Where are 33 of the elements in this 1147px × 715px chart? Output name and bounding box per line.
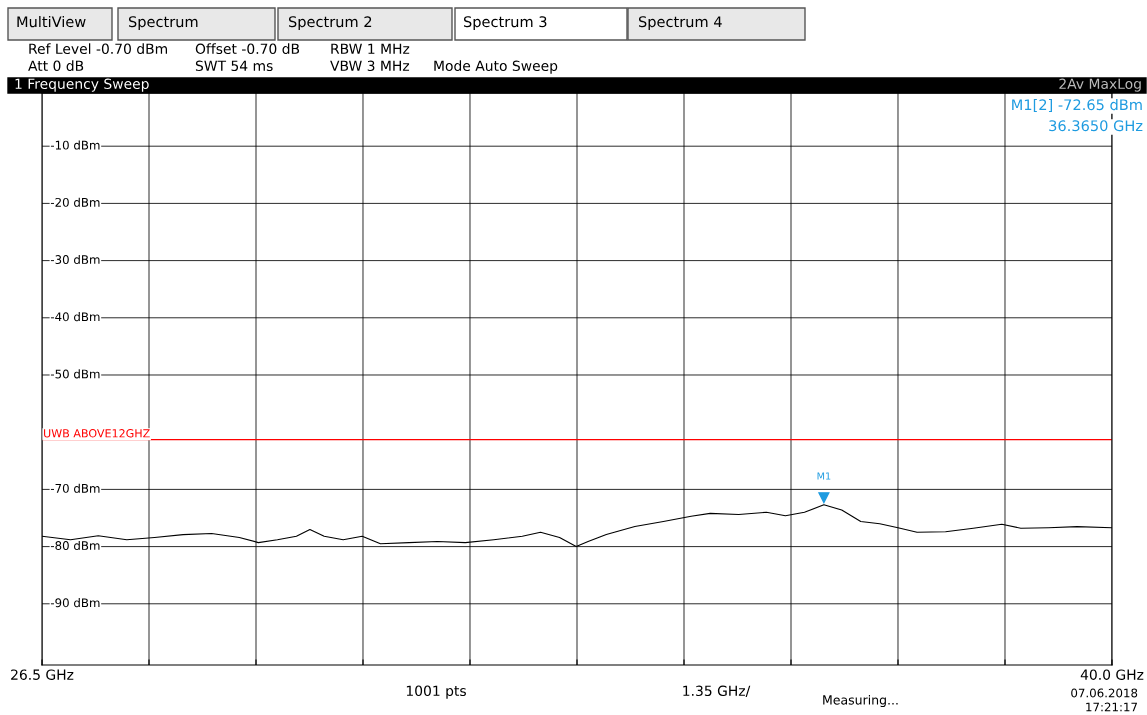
y-tick-label: -80 dBm [50, 540, 100, 551]
text: Mode Auto Sweep [434, 60, 558, 74]
text: Measuring... [823, 694, 898, 708]
text: SWT 54 ms [195, 60, 273, 72]
y-tick-label: -30 dBm [50, 254, 100, 265]
text: 2Av MaxLog [1059, 78, 1141, 92]
y-tick-label: -50 dBm [50, 369, 100, 379]
text: Spectrum 3 [463, 16, 547, 31]
text: 1001 pts [406, 685, 466, 699]
y-tick-label: -40 dBm [50, 312, 100, 322]
text: Spectrum 4 [638, 16, 722, 31]
y-tick-label: -20 dBm [50, 197, 100, 207]
y-tick-label: -10 dBm [50, 140, 100, 150]
text: MultiView [17, 15, 86, 28]
text: RBW 1 MHz [331, 43, 410, 54]
y-tick-label: -90 dBm [50, 598, 100, 608]
text: Offset -0.70 dB [195, 43, 300, 55]
y-tick-label: -70 dBm [50, 483, 100, 493]
text: Spectrum 2 [288, 16, 372, 31]
text: VBW 3 MHz [330, 60, 410, 72]
text: 17:21:17 [1086, 702, 1137, 712]
x-tick-label: 26.5 GHz [11, 669, 74, 680]
x-tick-label: 40.0 GHz [1080, 669, 1144, 680]
text: Spectrum [128, 16, 198, 31]
ref-line-label: UWB ABOVE12GHZ [44, 429, 150, 438]
text: Ref Level -0.70 dBm [29, 43, 167, 55]
annotation: M1 [817, 472, 831, 480]
text: Att 0 dB [28, 60, 84, 72]
annotation: M1[2] -72.65 dBm [1012, 98, 1142, 112]
chart-title: 1 Frequency Sweep [15, 78, 149, 92]
text: 07.06.2018 [1071, 688, 1138, 698]
text: 1.35 GHz/ [683, 685, 751, 698]
annotation: 36.3650 GHz [1049, 120, 1143, 132]
